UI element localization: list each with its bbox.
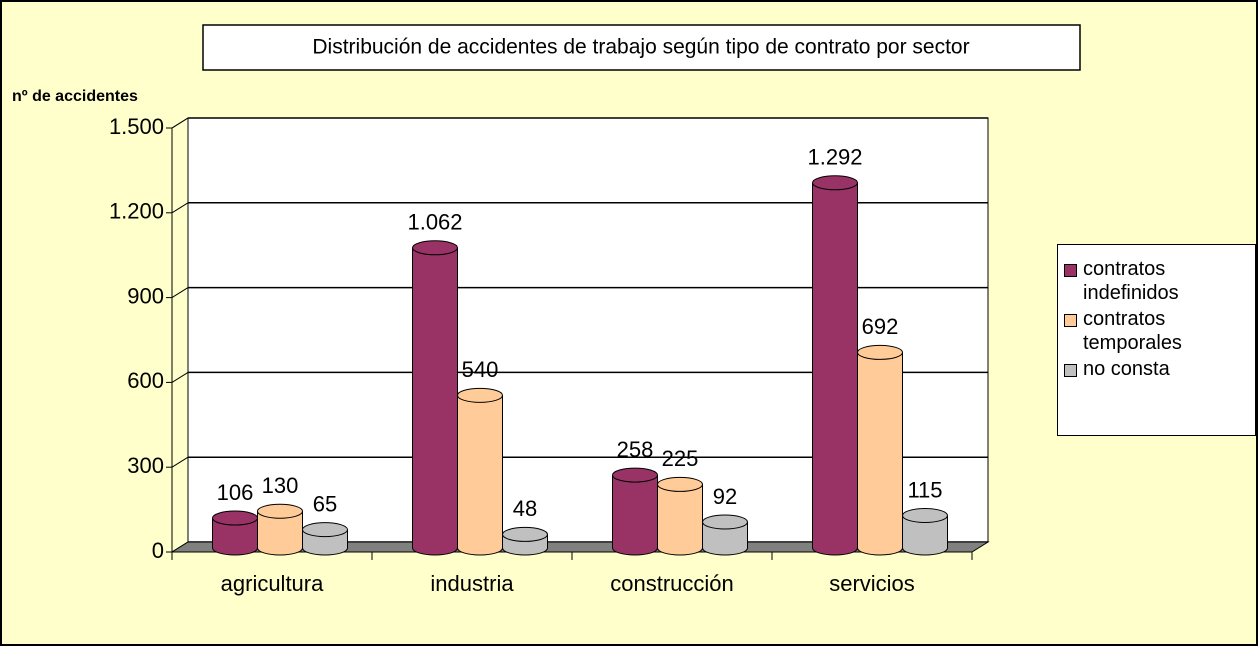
cylinder (502, 526, 548, 556)
legend-swatch (1064, 264, 1077, 277)
legend-swatch (1064, 314, 1077, 327)
grid-depth (171, 287, 189, 299)
x-tick-label: servicios (829, 571, 915, 596)
value-label: 692 (862, 314, 899, 339)
grid-depth (171, 202, 189, 214)
cylinder-top (457, 387, 503, 403)
cylinder (657, 476, 703, 556)
title-box (202, 24, 1081, 71)
cylinder (612, 467, 658, 556)
cylinder (412, 240, 458, 556)
legend: contratos indefinidos contratos temporale… (1057, 244, 1256, 436)
legend-item: contratos indefinidos (1064, 257, 1255, 305)
cylinder-top (302, 522, 348, 538)
cylinder-body (412, 247, 458, 549)
cylinder (702, 514, 748, 556)
y-tick-label: 300 (127, 453, 164, 478)
legend-label: contratos temporales (1083, 308, 1182, 354)
cylinder-top (857, 344, 903, 360)
cylinder-top (612, 467, 658, 483)
legend-item: contratos temporales (1064, 307, 1255, 355)
y-tick-label: 1.500 (109, 114, 164, 139)
cylinder (902, 507, 948, 556)
y-tick-label: 900 (127, 283, 164, 308)
value-label: 106 (217, 480, 254, 505)
cylinder-top (257, 503, 303, 519)
cylinder-top (412, 240, 458, 256)
chart-title: Distribución de accidentes de trabajo se… (312, 36, 969, 59)
y-axis-title: nº de accidentes (12, 88, 138, 105)
legend-swatch (1064, 364, 1077, 377)
x-tick-label: industria (430, 571, 514, 596)
value-label: 225 (662, 446, 699, 471)
cylinder (257, 503, 303, 556)
value-label: 1.292 (807, 145, 862, 170)
legend-label: contratos indefinidos (1083, 258, 1179, 304)
value-label: 540 (462, 357, 499, 382)
y-tick-label: 600 (127, 368, 164, 393)
value-label: 92 (713, 484, 737, 509)
cylinder-top (902, 507, 948, 523)
cylinder-body (857, 352, 903, 548)
cylinder-top (702, 514, 748, 530)
value-label: 48 (513, 496, 537, 521)
cylinder-top (502, 526, 548, 542)
value-label: 130 (262, 473, 299, 498)
legend-label: no consta (1083, 358, 1170, 380)
cylinder (212, 510, 258, 556)
value-label: 65 (313, 491, 337, 516)
y-tick-label: 1.200 (109, 199, 164, 224)
value-label: 1.062 (407, 210, 462, 235)
y-axis-depth (171, 117, 189, 129)
cylinder-top (657, 476, 703, 492)
x-tick-label: agricultura (221, 571, 324, 596)
cylinder-body (612, 475, 658, 548)
grid-depth (171, 456, 189, 468)
cylinder-body (657, 484, 703, 548)
cylinder-body (457, 395, 503, 548)
cylinder-top (212, 510, 258, 526)
x-tick-label: construcción (610, 571, 734, 596)
y-tick-label: 0 (152, 538, 164, 563)
cylinder-top (812, 175, 858, 191)
value-label: 258 (617, 437, 654, 462)
grid-depth (171, 371, 189, 383)
cylinder (812, 175, 858, 556)
value-label: 115 (907, 477, 942, 502)
legend-item: no consta (1064, 357, 1255, 381)
cylinder (302, 522, 348, 556)
cylinder (457, 387, 503, 556)
cylinder-body (812, 182, 858, 548)
cylinder (857, 344, 903, 556)
